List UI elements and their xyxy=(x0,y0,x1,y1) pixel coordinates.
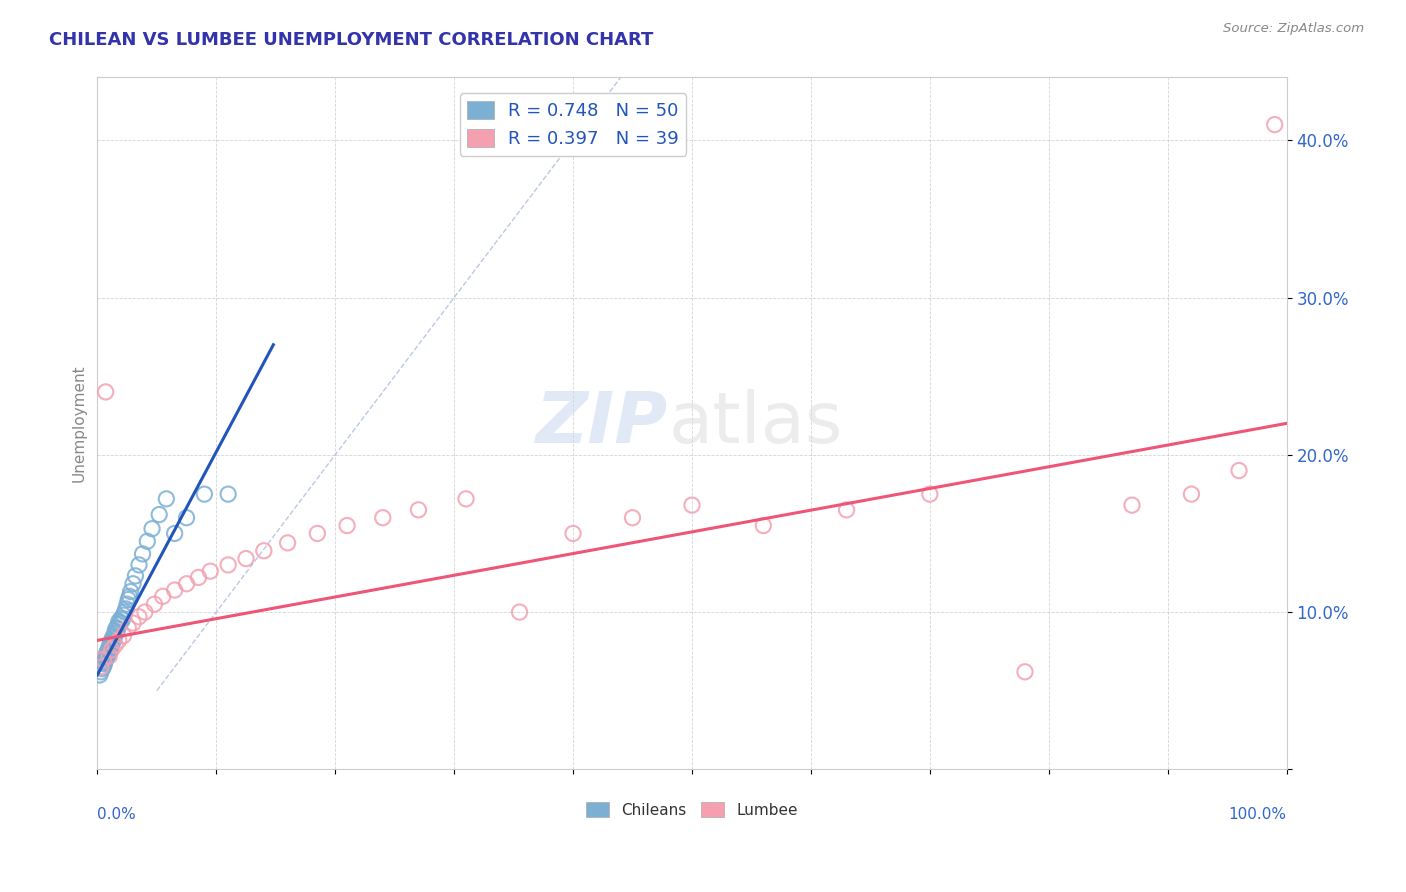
Point xyxy=(94,652,117,666)
Point xyxy=(141,522,163,536)
Point xyxy=(131,547,153,561)
Text: Source: ZipAtlas.com: Source: ZipAtlas.com xyxy=(1223,22,1364,36)
Point xyxy=(187,570,209,584)
Point xyxy=(98,644,121,658)
Point xyxy=(918,487,941,501)
Point xyxy=(98,640,121,654)
Point xyxy=(128,558,150,572)
Point xyxy=(200,564,222,578)
Point xyxy=(235,551,257,566)
Point xyxy=(562,526,585,541)
Point xyxy=(155,491,177,506)
Point xyxy=(107,623,129,637)
Point xyxy=(752,518,775,533)
Point xyxy=(91,652,114,666)
Point xyxy=(97,642,120,657)
Point xyxy=(1180,487,1202,501)
Point xyxy=(176,576,198,591)
Point xyxy=(1121,498,1143,512)
Point xyxy=(91,656,114,670)
Point xyxy=(336,518,359,533)
Point xyxy=(176,510,198,524)
Point xyxy=(193,487,215,501)
Point xyxy=(143,597,166,611)
Point xyxy=(90,660,112,674)
Point xyxy=(101,635,124,649)
Point xyxy=(104,624,127,638)
Point xyxy=(117,621,139,635)
Point xyxy=(148,508,170,522)
Point xyxy=(112,629,135,643)
Point xyxy=(104,638,127,652)
Point xyxy=(103,632,125,646)
Point xyxy=(621,510,644,524)
Point xyxy=(94,649,117,664)
Point xyxy=(1014,665,1036,679)
Point xyxy=(835,503,858,517)
Text: CHILEAN VS LUMBEE UNEMPLOYMENT CORRELATION CHART: CHILEAN VS LUMBEE UNEMPLOYMENT CORRELATI… xyxy=(49,31,654,49)
Point xyxy=(91,660,114,674)
Point xyxy=(110,611,132,625)
Point xyxy=(100,636,122,650)
Point xyxy=(115,602,138,616)
Text: ZIP: ZIP xyxy=(536,389,668,458)
Point xyxy=(217,487,239,501)
Point xyxy=(101,630,124,644)
Point xyxy=(105,625,128,640)
Point xyxy=(108,616,131,631)
Point xyxy=(277,536,299,550)
Legend: Chileans, Lumbee: Chileans, Lumbee xyxy=(579,796,804,824)
Point xyxy=(111,613,134,627)
Point xyxy=(371,510,394,524)
Point xyxy=(163,582,186,597)
Point xyxy=(128,609,150,624)
Point xyxy=(107,615,129,629)
Point xyxy=(104,627,127,641)
Point xyxy=(681,498,703,512)
Point xyxy=(1264,118,1286,132)
Point xyxy=(118,590,141,604)
Point xyxy=(152,590,174,604)
Point xyxy=(100,633,122,648)
Point xyxy=(307,526,329,541)
Point xyxy=(94,384,117,399)
Point xyxy=(163,526,186,541)
Point xyxy=(96,650,118,665)
Point xyxy=(117,592,139,607)
Point xyxy=(107,633,129,648)
Point xyxy=(90,665,112,679)
Point xyxy=(100,638,122,652)
Point xyxy=(91,662,114,676)
Point xyxy=(89,668,111,682)
Text: atlas: atlas xyxy=(668,389,842,458)
Point xyxy=(114,605,136,619)
Point xyxy=(136,534,159,549)
Point xyxy=(97,648,120,662)
Point xyxy=(105,621,128,635)
Point xyxy=(120,584,142,599)
Point xyxy=(124,569,146,583)
Point xyxy=(454,491,477,506)
Text: 100.0%: 100.0% xyxy=(1229,807,1286,822)
Point xyxy=(122,616,145,631)
Point xyxy=(509,605,531,619)
Point xyxy=(253,543,276,558)
Point xyxy=(1227,464,1250,478)
Point xyxy=(217,558,239,572)
Point xyxy=(100,642,122,657)
Point xyxy=(115,597,138,611)
Point xyxy=(134,605,156,619)
Point xyxy=(100,641,122,656)
Point xyxy=(96,646,118,660)
Point xyxy=(112,608,135,623)
Text: 0.0%: 0.0% xyxy=(97,807,136,822)
Point xyxy=(98,649,121,664)
Point xyxy=(408,503,430,517)
Point xyxy=(122,576,145,591)
Y-axis label: Unemployment: Unemployment xyxy=(72,365,86,483)
Point xyxy=(93,657,115,671)
Point xyxy=(107,617,129,632)
